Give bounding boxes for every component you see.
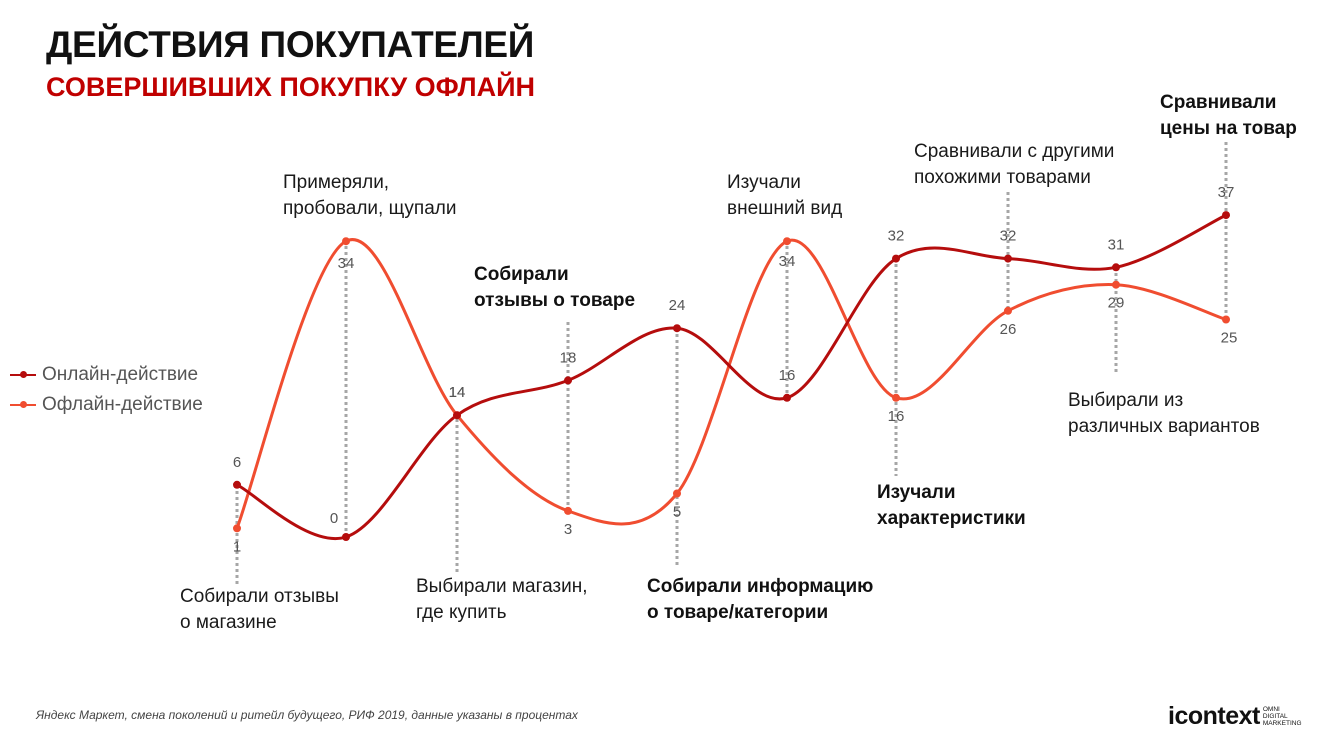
data-label-offline-6: 34 (779, 253, 796, 270)
data-label-online-9: 31 (1108, 236, 1125, 253)
data-point-offline-1 (233, 524, 241, 533)
annotation-choose-variants: Выбирали из различных вариантов (1068, 390, 1260, 437)
data-point-offline-10 (1222, 315, 1230, 324)
chart-title: ДЕЙСТВИЯ ПОКУПАТЕЛЕЙ (46, 24, 535, 65)
legend-label-online: Онлайн-действие (42, 364, 199, 385)
data-label-offline-8: 26 (1000, 321, 1017, 338)
data-label-online-1: 6 (233, 454, 241, 471)
annotation-compare-prices: Сравнивали цены на товар (1160, 92, 1297, 139)
data-point-online-6 (783, 393, 791, 402)
annotation-specs: Изучали характеристики (877, 482, 1026, 529)
logo-tagline: OMNI DIGITAL MARKETING (1262, 706, 1302, 727)
data-point-online-8 (1004, 254, 1012, 263)
data-point-online-2 (342, 533, 350, 541)
annotation-choose-store: Выбирали магазин, где купить (416, 576, 588, 623)
legend-swatch-online (10, 371, 36, 378)
data-point-online-10 (1222, 211, 1230, 220)
legend: Онлайн-действие Офлайн-действие (10, 360, 203, 420)
data-label-offline-2: 34 (338, 255, 355, 272)
data-label-online-8: 32 (1000, 228, 1017, 245)
data-label-online-7: 32 (888, 228, 905, 245)
annotation-try-on: Примеряли, пробовали, щупали (283, 172, 457, 219)
data-point-offline-6 (783, 237, 791, 246)
data-point-offline-4 (564, 506, 572, 515)
data-label-online-6: 16 (779, 367, 796, 384)
annotation-reviews-store: Собирали отзывы о магазине (180, 586, 339, 633)
data-point-online-5 (673, 324, 681, 333)
logo-wordmark: icontext (1168, 702, 1260, 730)
icontext-logo: icontext OMNI DIGITAL MARKETING (1168, 702, 1302, 731)
data-point-online-3 (453, 411, 461, 420)
data-point-offline-9 (1112, 280, 1120, 289)
data-point-offline-2 (342, 237, 350, 246)
data-point-online-1 (233, 480, 241, 489)
chart-subtitle: СОВЕРШИВШИХ ПОКУПКУ ОФЛАЙН (46, 72, 536, 102)
data-label-offline-10: 25 (1221, 330, 1238, 347)
data-point-online-9 (1112, 263, 1120, 272)
data-point-offline-7 (892, 393, 900, 402)
legend-label-offline: Офлайн-действие (42, 394, 203, 415)
data-label-online-2: 0 (330, 510, 338, 527)
data-label-online-5: 24 (669, 297, 686, 314)
annotation-compare-similar: Сравнивали с другими похожими товарами (914, 141, 1115, 188)
legend-item-offline: Офлайн-действие (10, 390, 203, 420)
data-label-offline-9: 29 (1108, 295, 1125, 312)
data-label-offline-1: 1 (233, 538, 241, 555)
data-label-online-3: 14 (449, 384, 466, 401)
data-point-online-4 (564, 376, 572, 385)
annotation-reviews-product: Собирали отзывы о товаре (474, 264, 636, 311)
series-line-online (236, 213, 1227, 541)
data-label-offline-5: 5 (673, 504, 681, 521)
legend-swatch-offline (10, 401, 36, 408)
annotation-appearance: Изучали внешний вид (727, 172, 843, 219)
data-label-online-10: 37 (1218, 184, 1235, 201)
annotation-product-info: Собирали информацию о товаре/категории (647, 576, 874, 623)
data-point-offline-8 (1004, 306, 1012, 315)
data-label-offline-4: 3 (564, 521, 572, 538)
data-label-online-4: 18 (560, 349, 577, 366)
data-label-offline-7: 16 (888, 408, 905, 425)
source-note: Яндекс Маркет, смена поколений и ритейл … (36, 708, 578, 722)
data-point-online-7 (892, 254, 900, 263)
data-point-offline-5 (673, 489, 681, 498)
legend-item-online: Онлайн-действие (10, 360, 203, 390)
data-label-offline-3: 14 (449, 384, 466, 401)
series-line-offline (235, 238, 1227, 529)
